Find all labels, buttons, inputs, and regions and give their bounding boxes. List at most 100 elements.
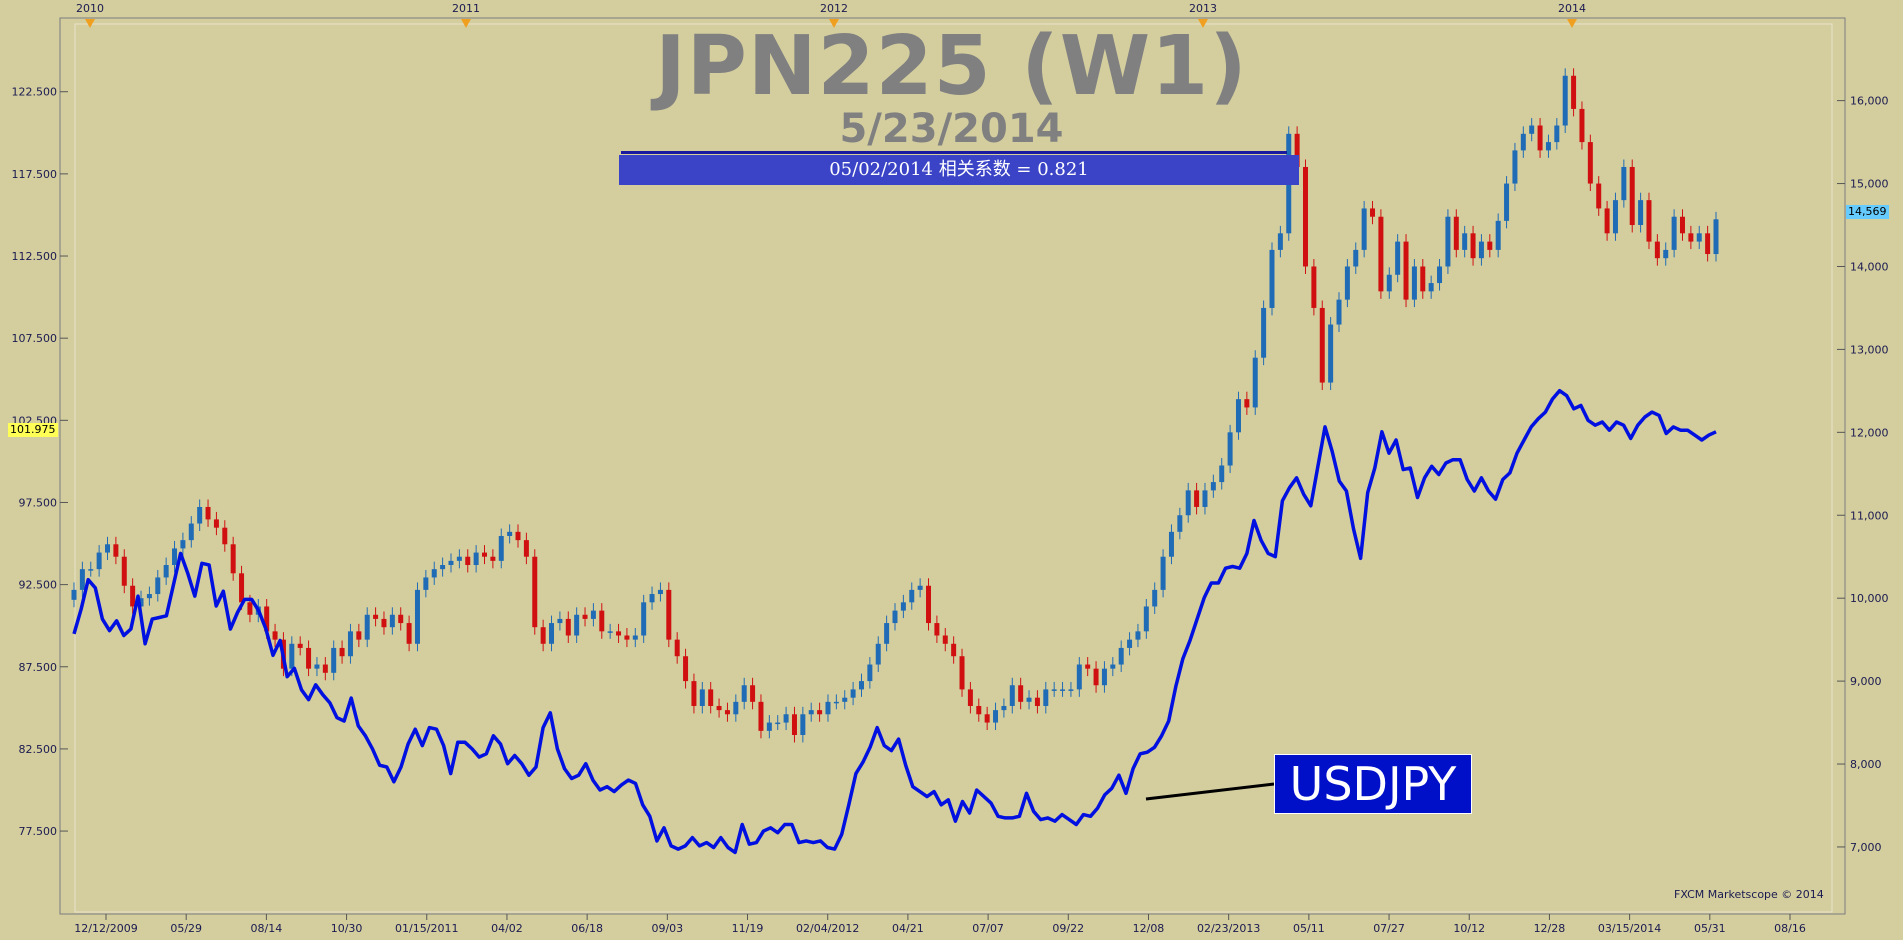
- jpn225-candles: [71, 68, 1719, 743]
- left-tick-label: 87.500: [19, 661, 58, 674]
- bottom-tick-label: 05/11: [1293, 922, 1325, 935]
- candle-body: [1604, 208, 1610, 234]
- candle-body: [163, 565, 169, 578]
- candle-body: [230, 544, 236, 574]
- candle-body: [1562, 75, 1568, 126]
- candle-body: [507, 531, 513, 536]
- candle-body: [473, 552, 479, 566]
- candle-body: [917, 585, 923, 590]
- candle-body: [1437, 266, 1443, 284]
- candle-body: [1319, 307, 1325, 383]
- candle-body: [1177, 515, 1183, 532]
- candle-body: [967, 689, 973, 706]
- top-year-label: 2013: [1189, 2, 1217, 15]
- candle-body: [976, 705, 982, 715]
- candle-body: [79, 569, 85, 590]
- candle-body: [1210, 482, 1216, 491]
- candle-body: [289, 643, 295, 669]
- bottom-tick-label: 04/21: [892, 922, 924, 935]
- candle-body: [1705, 233, 1711, 255]
- candle-body: [1001, 705, 1007, 711]
- candle-body: [1043, 689, 1049, 706]
- bottom-tick-label: 02/23/2013: [1197, 922, 1260, 935]
- right-tick-label: 11,000: [1850, 509, 1889, 522]
- candle-body: [197, 506, 203, 524]
- candle-body: [1361, 208, 1367, 250]
- candle-body: [1545, 142, 1551, 151]
- candle-body: [842, 697, 848, 702]
- chart-title: JPN225 (W1): [655, 19, 1248, 114]
- candle-body: [808, 710, 814, 715]
- candle-body: [222, 527, 228, 545]
- candle-body: [1227, 432, 1233, 466]
- left-price-tag: 101.975: [8, 423, 58, 437]
- candle-body: [515, 531, 521, 541]
- right-tick-label: 16,000: [1850, 95, 1889, 108]
- candle-body: [406, 623, 412, 644]
- bottom-tick-label: 02/04/2012: [796, 922, 859, 935]
- right-tick-label: 9,000: [1850, 675, 1882, 688]
- candle-body: [1512, 150, 1518, 184]
- left-tick-label: 97.500: [19, 496, 58, 509]
- candle-body: [817, 710, 823, 715]
- candle-body: [1252, 357, 1258, 408]
- candle-body: [993, 710, 999, 723]
- candle-body: [1420, 266, 1426, 292]
- candle-body: [1068, 689, 1074, 691]
- candle-body: [490, 556, 496, 561]
- candle-body: [1018, 685, 1024, 702]
- bottom-tick-label: 12/28: [1534, 922, 1566, 935]
- candle-body: [423, 577, 429, 590]
- year-marker-icon: [85, 19, 95, 28]
- correlation-label: 05/02/2014 相关系数 = 0.821: [619, 155, 1299, 185]
- bottom-tick-label: 04/02: [491, 922, 523, 935]
- left-tick-label: 82.500: [19, 743, 58, 756]
- candle-body: [1152, 589, 1158, 607]
- candle-body: [1504, 183, 1510, 221]
- candle-body: [1629, 166, 1635, 226]
- candle-body: [1127, 639, 1133, 648]
- candle-body: [1034, 697, 1040, 706]
- correlation-bar-edge: [621, 151, 1287, 154]
- candle-body: [389, 614, 395, 628]
- candle-body: [398, 614, 404, 624]
- top-year-label: 2010: [76, 2, 104, 15]
- candle-body: [1101, 668, 1107, 686]
- candle-body: [113, 544, 119, 557]
- candle-body: [1462, 233, 1468, 250]
- candle-body: [574, 614, 580, 636]
- candle-body: [180, 540, 186, 549]
- candle-body: [733, 701, 739, 715]
- left-tick-label: 92.500: [19, 579, 58, 592]
- candle-body: [1411, 266, 1417, 300]
- candle-body: [1638, 200, 1644, 226]
- bottom-tick-label: 08/16: [1774, 922, 1806, 935]
- candle-body: [431, 569, 437, 578]
- candle-body: [1713, 219, 1719, 255]
- left-tick-label: 122.500: [12, 86, 58, 99]
- candle-body: [1336, 299, 1342, 325]
- candle-body: [331, 647, 337, 673]
- candle-body: [984, 714, 990, 723]
- candle-body: [1219, 465, 1225, 483]
- bottom-tick-label: 08/14: [251, 922, 283, 935]
- candle-body: [272, 631, 278, 640]
- usdjpy-pointer-line: [1145, 782, 1275, 801]
- right-tick-label: 13,000: [1850, 343, 1889, 356]
- right-tick-label: 8,000: [1850, 758, 1882, 771]
- candle-body: [959, 656, 965, 690]
- bottom-tick-label: 12/12/2009: [74, 922, 137, 935]
- bottom-tick-label: 03/15/2014: [1598, 922, 1661, 935]
- candle-body: [523, 540, 529, 557]
- candle-body: [1428, 283, 1434, 292]
- candle-body: [1277, 233, 1283, 250]
- candle-body: [130, 585, 136, 607]
- candle-body: [188, 523, 194, 541]
- candle-body: [1453, 216, 1459, 250]
- candle-body: [264, 606, 270, 632]
- candle-body: [557, 618, 563, 624]
- candle-body: [172, 548, 178, 566]
- candle-body: [607, 631, 613, 633]
- candle-body: [1679, 216, 1685, 234]
